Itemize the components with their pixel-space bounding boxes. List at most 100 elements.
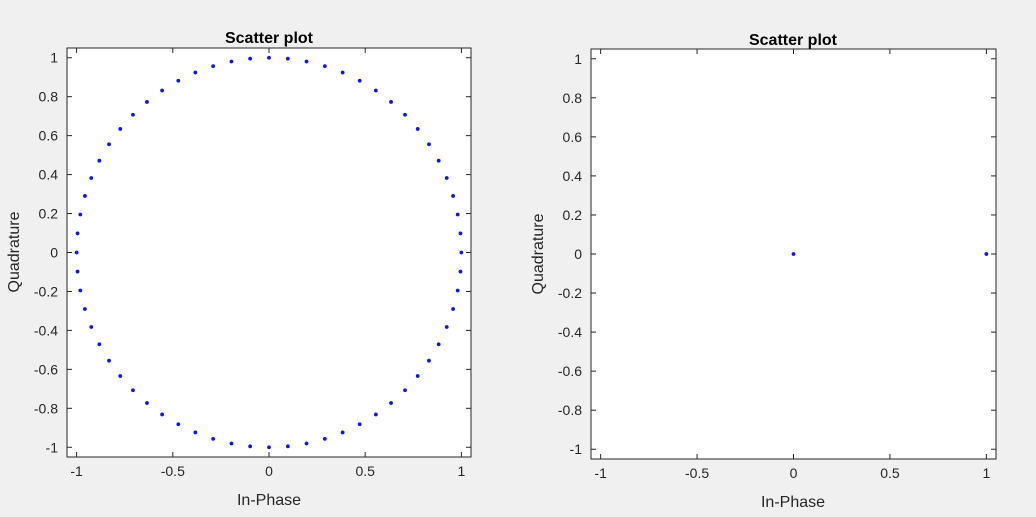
y-tick-label: -0.2 bbox=[558, 285, 582, 301]
y-tick-label: -1 bbox=[46, 439, 59, 455]
y-tick-label: 0.2 bbox=[563, 207, 583, 223]
x-axis-label: In-Phase bbox=[237, 492, 301, 509]
tick-group: -1 -0.5 0 0.5 1 1 0.8 0.6 0.4 0.2 0 -0.2 -0.4 -0.6 -0.… bbox=[558, 49, 996, 481]
scatter-chart-right: Scatter plot In-Phase Quadrature -1 -0.5 0… bbox=[530, 32, 997, 511]
data-point bbox=[285, 444, 290, 449]
scatter-chart-left: Scatter plot In-Phase Quadrature -1 -0.5 0… bbox=[6, 30, 472, 509]
data-point bbox=[78, 288, 83, 293]
data-point bbox=[444, 325, 449, 329]
data-point bbox=[83, 307, 87, 311]
y-tick-label: 0.8 bbox=[39, 89, 59, 105]
x-tick-label: 0.5 bbox=[355, 463, 375, 479]
data-points bbox=[74, 55, 464, 450]
data-point bbox=[791, 252, 796, 256]
data-point bbox=[97, 342, 102, 347]
data-point bbox=[248, 444, 253, 449]
data-point bbox=[229, 441, 234, 446]
data-point bbox=[267, 445, 271, 450]
x-axis-label: In-Phase bbox=[761, 494, 825, 511]
data-point bbox=[229, 59, 234, 64]
y-axis-label: Quadrature bbox=[530, 213, 547, 294]
y-tick-label: 0.6 bbox=[39, 128, 59, 144]
data-point bbox=[340, 430, 345, 435]
data-point bbox=[78, 212, 83, 217]
data-point bbox=[75, 231, 80, 236]
data-point bbox=[415, 127, 420, 131]
y-tick-label: 0 bbox=[574, 246, 582, 262]
data-point bbox=[118, 374, 123, 378]
data-point bbox=[304, 441, 309, 446]
x-tick-label: -0.5 bbox=[685, 465, 709, 481]
data-point bbox=[458, 231, 463, 236]
y-tick-label: -0.8 bbox=[34, 400, 58, 416]
y-tick-label: 1 bbox=[50, 50, 58, 66]
x-tick-label: 1 bbox=[982, 465, 990, 481]
data-point bbox=[176, 78, 181, 83]
y-axis-label: Quadrature bbox=[6, 211, 23, 292]
x-tick-label: 0.5 bbox=[880, 465, 900, 481]
data-point bbox=[131, 112, 135, 117]
data-point bbox=[118, 127, 123, 131]
data-point bbox=[389, 401, 393, 405]
y-tick-label: 0.6 bbox=[563, 129, 583, 145]
x-tick-label: 0 bbox=[790, 465, 798, 481]
figure-window-left: Scatter plot In-Phase Quadrature -1 -0.5 0… bbox=[6, 30, 472, 509]
data-point bbox=[267, 55, 271, 60]
data-point bbox=[211, 64, 216, 69]
data-point bbox=[427, 142, 431, 147]
data-point bbox=[107, 358, 111, 363]
data-point bbox=[89, 176, 94, 180]
data-point bbox=[89, 325, 94, 329]
y-tick-label: 0.4 bbox=[563, 168, 583, 184]
y-tick-label: -0.8 bbox=[558, 402, 582, 418]
data-point bbox=[403, 388, 407, 393]
data-point bbox=[451, 194, 455, 198]
tick-group: -1 -0.5 0 0.5 1 1 0.8 0.6 0.4 0.2 0 -0.2 -0.4 -0.6 -0.… bbox=[34, 48, 471, 479]
data-point bbox=[389, 100, 393, 104]
data-point bbox=[458, 269, 463, 274]
data-point bbox=[211, 436, 216, 441]
data-point bbox=[304, 59, 309, 64]
data-point bbox=[75, 269, 80, 274]
data-point bbox=[285, 56, 290, 61]
data-point bbox=[145, 401, 149, 405]
data-point bbox=[160, 412, 165, 417]
y-tick-label: -0.4 bbox=[34, 322, 58, 338]
y-tick-label: 0.8 bbox=[563, 90, 583, 106]
data-point bbox=[248, 56, 253, 61]
chart-title: Scatter plot bbox=[749, 32, 838, 49]
chart-title: Scatter plot bbox=[225, 30, 314, 47]
y-tick-label: -0.2 bbox=[34, 283, 58, 299]
x-tick-label: -0.5 bbox=[161, 463, 185, 479]
data-point bbox=[357, 422, 362, 427]
data-point bbox=[455, 212, 460, 217]
data-point bbox=[436, 158, 441, 163]
data-point bbox=[322, 64, 327, 69]
y-tick-label: 0.2 bbox=[39, 206, 59, 222]
data-point bbox=[193, 430, 198, 435]
y-tick-label: -0.6 bbox=[558, 363, 582, 379]
data-point bbox=[373, 88, 378, 93]
data-point bbox=[455, 288, 460, 293]
data-points bbox=[791, 252, 989, 256]
data-point bbox=[340, 70, 345, 75]
data-point bbox=[984, 252, 989, 256]
data-point bbox=[436, 342, 441, 347]
data-point bbox=[131, 388, 135, 393]
data-point bbox=[357, 78, 362, 83]
x-tick-label: -1 bbox=[70, 463, 83, 479]
data-point bbox=[459, 250, 464, 255]
y-tick-label: 0 bbox=[50, 245, 58, 261]
data-point bbox=[97, 158, 102, 163]
data-point bbox=[373, 412, 378, 417]
y-tick-label: -1 bbox=[570, 441, 583, 457]
y-tick-label: -0.4 bbox=[558, 324, 582, 340]
data-point bbox=[160, 88, 165, 93]
data-point bbox=[415, 374, 420, 378]
x-tick-label: 0 bbox=[265, 463, 273, 479]
data-point bbox=[107, 142, 111, 147]
data-point bbox=[451, 307, 455, 311]
data-point bbox=[322, 436, 327, 441]
data-point bbox=[193, 70, 198, 75]
data-point bbox=[427, 358, 431, 363]
